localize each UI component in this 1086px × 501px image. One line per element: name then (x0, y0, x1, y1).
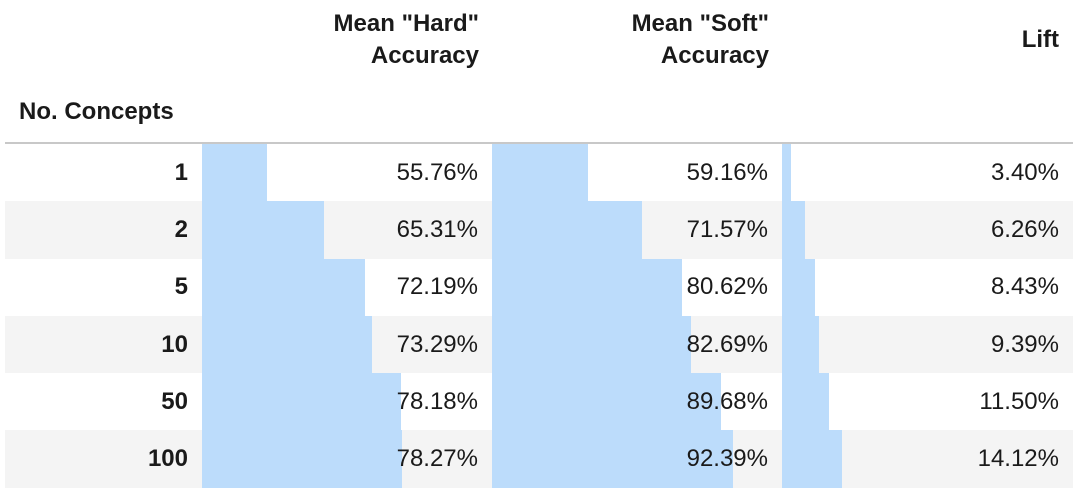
row-concepts: 50 (161, 387, 188, 415)
lift-value-text: 3.40% (990, 158, 1059, 186)
soft-bar (492, 373, 721, 431)
row-concepts: 100 (147, 445, 188, 473)
table-row: 10 73.29% 82.69% 9.39% (5, 315, 1073, 374)
soft-bar (492, 201, 643, 259)
lift-bar (782, 144, 791, 202)
soft-value-text: 59.16% (686, 158, 768, 186)
lift-value-text: 6.26% (990, 215, 1059, 243)
column-header-soft-accuracy: Mean "Soft" Accuracy (509, 8, 769, 72)
hard-bar (202, 258, 366, 316)
soft-value-text: 82.69% (686, 330, 768, 358)
hard-value-text: 65.31% (396, 215, 478, 243)
lift-value: 3.40% (782, 144, 1059, 201)
lift-bar (782, 201, 805, 259)
lift-value-text: 11.50% (979, 387, 1059, 415)
lift-value: 9.39% (782, 316, 1059, 373)
soft-value-text: 92.39% (686, 445, 768, 473)
column-header-soft-line2: Accuracy (660, 42, 769, 69)
table-body: 1 55.76% 59.16% 3.40% 2 65.31% 71.57% 6.26% 5 72.… (5, 144, 1073, 488)
hard-value: 78.27% (202, 430, 478, 487)
lift-value: 8.43% (782, 259, 1059, 316)
lift-bar (782, 430, 842, 488)
lift-bar (782, 373, 830, 431)
hard-value-text: 78.18% (396, 387, 478, 415)
soft-value: 89.68% (492, 373, 768, 430)
lift-bar (782, 315, 820, 374)
table-row: 1 55.76% 59.16% 3.40% (5, 144, 1073, 202)
column-header-hard-accuracy: Mean "Hard" Accuracy (219, 8, 479, 72)
hard-value-text: 55.76% (396, 158, 478, 186)
hard-bar (202, 315, 372, 374)
column-header-soft-line1: Mean "Soft" (631, 10, 769, 37)
hard-value: 65.31% (202, 201, 478, 258)
soft-value: 80.62% (492, 259, 768, 316)
table-row: 5 72.19% 80.62% 8.43% (5, 258, 1073, 316)
hard-bar (202, 144, 267, 202)
hard-bar (202, 201, 324, 259)
hard-bar (202, 430, 402, 488)
hard-bar (202, 373, 402, 431)
lift-value-text: 9.39% (990, 330, 1059, 358)
lift-value: 14.12% (782, 430, 1059, 487)
lift-value-text: 8.43% (990, 273, 1059, 301)
lift-value: 11.50% (782, 373, 1059, 430)
table-row: 100 78.27% 92.39% 14.12% (5, 430, 1073, 488)
soft-value: 59.16% (492, 144, 768, 201)
row-concepts: 2 (174, 215, 188, 243)
table-row: 50 78.18% 89.68% 11.50% (5, 373, 1073, 431)
hard-value: 78.18% (202, 373, 478, 430)
soft-bar (492, 315, 691, 374)
soft-bar (492, 144, 589, 202)
hard-value: 73.29% (202, 316, 478, 373)
lift-value-text: 14.12% (977, 445, 1059, 473)
soft-bar (492, 430, 733, 488)
soft-value: 71.57% (492, 201, 768, 258)
column-header-lift-line1: Lift (1021, 26, 1059, 53)
index-header: No. Concepts (19, 98, 174, 125)
table-row: 2 65.31% 71.57% 6.26% (5, 201, 1073, 259)
row-concepts: 1 (174, 158, 188, 186)
hard-value-text: 72.19% (396, 273, 478, 301)
hard-value: 72.19% (202, 259, 478, 316)
row-concepts: 10 (161, 330, 188, 358)
hard-value-text: 73.29% (396, 330, 478, 358)
hard-value: 55.76% (202, 144, 478, 201)
row-concepts: 5 (174, 273, 188, 301)
column-header-lift: Lift (859, 24, 1059, 56)
column-header-hard-line1: Mean "Hard" (333, 10, 479, 37)
soft-bar (492, 258, 682, 316)
lift-bar (782, 258, 815, 316)
soft-value: 82.69% (492, 316, 768, 373)
soft-value-text: 89.68% (686, 387, 768, 415)
hard-value-text: 78.27% (396, 445, 478, 473)
lift-value: 6.26% (782, 201, 1059, 258)
soft-value-text: 71.57% (686, 215, 768, 243)
soft-value-text: 80.62% (686, 273, 768, 301)
column-header-hard-line2: Accuracy (370, 42, 479, 69)
soft-value: 92.39% (492, 430, 768, 487)
header-divider (5, 142, 1073, 144)
